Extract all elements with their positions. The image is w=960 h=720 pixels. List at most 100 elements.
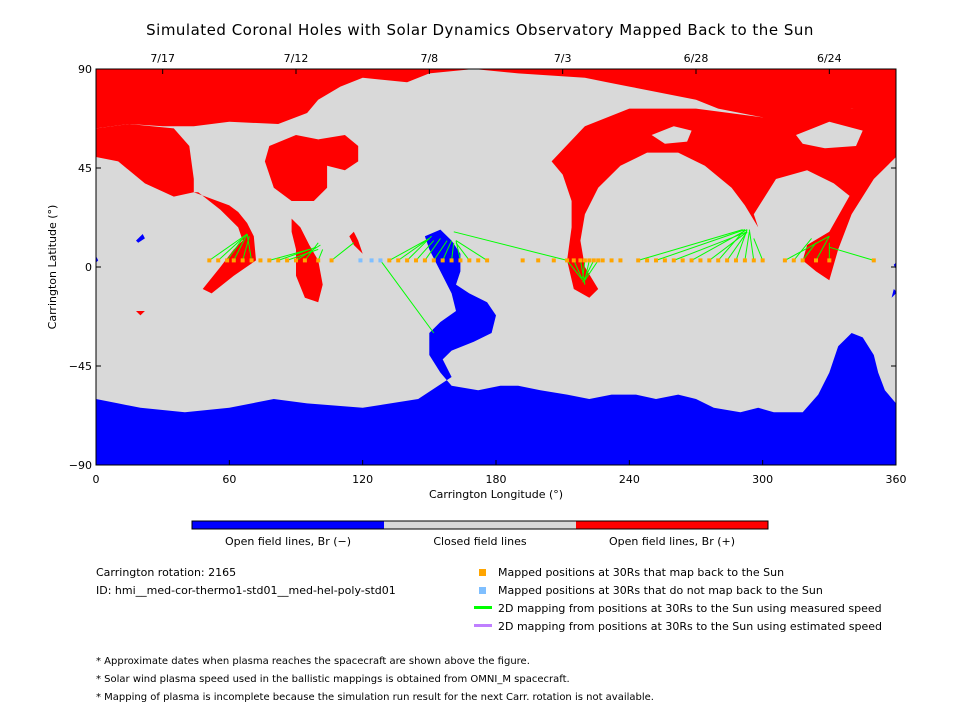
measured-mapping-line-34: [655, 229, 746, 261]
date-label-4: 6/28: [684, 52, 709, 65]
measured-mapping-line-43: [753, 238, 764, 261]
legend-measured-line: [474, 606, 492, 609]
mapped-position-marker-9: [285, 258, 290, 263]
mapped-position-marker-5: [249, 258, 254, 263]
colorbar-segment-1: [384, 521, 576, 529]
measured-mapping-line-9: [295, 244, 321, 261]
y-tick-label-2: 0: [85, 261, 92, 274]
mapped-position-marker-20: [440, 258, 445, 263]
measured-mapping-line-37: [709, 231, 748, 261]
mapped-position-marker-41: [654, 258, 658, 263]
mapped-position-marker-16: [405, 258, 410, 263]
model-id-label: ID: hmi__med-cor-thermo1-std01__med-hel-…: [96, 584, 396, 597]
x-tick-label-3: 180: [486, 473, 507, 486]
measured-mapping-line-12: [331, 242, 355, 261]
mapped-position-marker-53: [760, 258, 765, 263]
colorbar-segment-2: [576, 521, 768, 529]
mapped-position-marker-18: [422, 258, 427, 263]
measured-mapping-line-42: [748, 229, 755, 261]
mapped-position-marker-39: [636, 258, 641, 263]
mapped-position-marker-45: [689, 258, 694, 263]
measured-mapping-line-20: [451, 242, 455, 261]
unmapped-position-marker-2: [378, 258, 383, 263]
mapped-position-marker-49: [725, 258, 730, 263]
measured-mapping-line-16: [415, 240, 435, 261]
colorbar-layer: Open field lines, Br (−) Closed field lin…: [191, 520, 769, 548]
mapped-position-marker-12: [316, 258, 321, 263]
mapped-position-marker-15: [396, 258, 401, 263]
measured-mapping-line-8: [286, 248, 319, 261]
x-axis-title: Carrington Longitude (°): [429, 488, 563, 501]
mapped-position-marker-56: [800, 258, 805, 263]
measured-mapping-line-40: [735, 229, 748, 261]
positive-open-region-5: [291, 218, 323, 303]
measured-mapping-line-32: [584, 260, 599, 281]
mapped-position-marker-28: [551, 258, 556, 263]
x-tick-label-2: 120: [352, 473, 373, 486]
mapped-position-marker-51: [742, 258, 747, 263]
mapped-position-marker-46: [698, 258, 703, 263]
mapped-position-marker-50: [734, 258, 738, 263]
mapped-position-marker-43: [671, 258, 676, 263]
measured-mapping-line-17: [424, 238, 441, 261]
colorbar-frame: [191, 520, 769, 530]
mapped-position-marker-37: [609, 258, 614, 263]
y-tick-label-0: 90: [78, 63, 92, 76]
date-label-5: 6/24: [817, 52, 842, 65]
mapped-position-marker-4: [240, 258, 245, 263]
mapped-position-marker-54: [782, 258, 787, 263]
negative-open-region-4: [891, 289, 896, 298]
measured-mapping-line-0: [209, 233, 248, 261]
mapped-position-marker-7: [267, 258, 272, 263]
measured-mapping-line-46: [802, 242, 817, 261]
colorbar-label-2: Open field lines, Br (+): [609, 535, 735, 548]
measured-mapping-line-36: [691, 229, 748, 261]
y-tick-label-1: 45: [78, 162, 92, 175]
mapped-position-marker-48: [716, 258, 721, 263]
negative-open-region-3: [893, 262, 896, 270]
unmapped-position-marker-0: [358, 258, 363, 263]
measured-mapping-line-38: [717, 229, 746, 261]
mapped-position-marker-47: [707, 258, 712, 263]
legend-measured-label: 2D mapping from positions at 30Rs to the…: [498, 602, 882, 615]
legend-estimated-line: [474, 624, 492, 627]
measured-mapping-line-18: [433, 240, 448, 261]
measured-mapping-line-24: [380, 260, 435, 334]
measured-mapping-line-44: [784, 235, 830, 261]
measured-mapping-line-25: [453, 231, 568, 261]
mapped-position-marker-52: [751, 258, 756, 263]
measured-mapping-line-3: [233, 233, 248, 261]
measured-mapping-line-27: [573, 260, 584, 281]
x-tick-label-5: 300: [752, 473, 773, 486]
y-axis-title: Carrington Latitude (°): [46, 205, 59, 330]
y-tick-label-3: −45: [69, 360, 92, 373]
date-label-0: 7/17: [150, 52, 175, 65]
measured-mapping-line-33: [638, 229, 743, 261]
date-label-3: 7/3: [554, 52, 572, 65]
legend-mapped-label: Mapped positions at 30Rs that map back t…: [498, 566, 785, 579]
legend-unmapped-swatch: [479, 587, 486, 594]
note-incomplete: * Mapping of plasma is incomplete becaus…: [96, 692, 654, 703]
positive-open-region-3: [264, 135, 328, 201]
note-speed-source: * Solar wind plasma speed used in the ba…: [96, 674, 570, 685]
x-tick-label-4: 240: [619, 473, 640, 486]
mapped-position-marker-31: [578, 258, 583, 263]
mapped-position-marker-17: [414, 258, 418, 263]
date-label-2: 7/8: [420, 52, 438, 65]
map-layer: [96, 69, 896, 465]
mapped-position-marker-27: [536, 258, 541, 263]
measured-mapping-line-26: [566, 260, 584, 281]
measured-mapping-line-15: [406, 235, 432, 261]
axis-layer: 0 60 120 180 240 300 360 90 45 0 −45 −90 7/17 7/12 7/8…: [46, 52, 907, 501]
measured-mapping-line-41: [744, 231, 750, 261]
mapped-position-marker-33: [587, 258, 592, 263]
mapped-position-marker-0: [207, 258, 212, 263]
mapped-position-marker-24: [476, 258, 481, 263]
mapped-position-marker-10: [294, 258, 298, 263]
mapped-position-marker-8: [276, 258, 281, 263]
measured-mapping-line-45: [793, 238, 812, 261]
measured-mapping-line-6: [269, 248, 310, 261]
mapped-position-marker-44: [680, 258, 685, 263]
closed-island-1: [796, 121, 863, 149]
